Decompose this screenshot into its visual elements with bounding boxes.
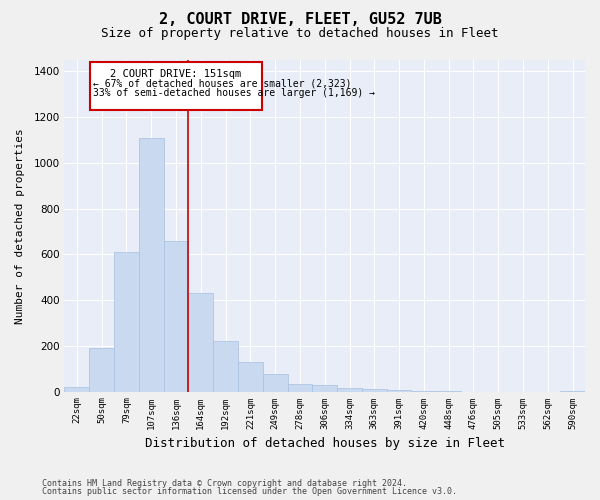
Text: Contains public sector information licensed under the Open Government Licence v3: Contains public sector information licen… (42, 487, 457, 496)
Text: 33% of semi-detached houses are larger (1,169) →: 33% of semi-detached houses are larger (… (94, 88, 376, 98)
Bar (412, 391, 436, 392)
X-axis label: Distribution of detached houses by size in Fleet: Distribution of detached houses by size … (145, 437, 505, 450)
Y-axis label: Number of detached properties: Number of detached properties (15, 128, 25, 324)
Bar (213, 342, 238, 392)
Bar (263, 374, 287, 392)
Text: 2 COURT DRIVE: 151sqm: 2 COURT DRIVE: 151sqm (110, 68, 242, 78)
Text: Contains HM Land Registry data © Crown copyright and database right 2024.: Contains HM Land Registry data © Crown c… (42, 478, 407, 488)
Bar (287, 384, 313, 392)
Bar (139, 138, 164, 392)
Bar (238, 362, 263, 392)
Bar (89, 348, 114, 392)
Bar (386, 390, 412, 392)
Bar (164, 240, 188, 392)
Bar (114, 252, 139, 392)
FancyBboxPatch shape (91, 62, 262, 110)
Text: ← 67% of detached houses are smaller (2,323): ← 67% of detached houses are smaller (2,… (94, 79, 352, 89)
Text: 2, COURT DRIVE, FLEET, GU52 7UB: 2, COURT DRIVE, FLEET, GU52 7UB (158, 12, 442, 28)
Bar (362, 390, 386, 392)
Bar (64, 387, 89, 392)
Text: Size of property relative to detached houses in Fleet: Size of property relative to detached ho… (101, 28, 499, 40)
Bar (188, 293, 213, 392)
Bar (337, 388, 362, 392)
Bar (313, 384, 337, 392)
